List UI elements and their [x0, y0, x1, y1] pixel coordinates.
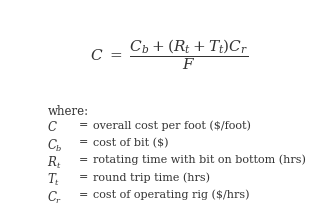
Text: overall cost per foot ($/foot): overall cost per foot ($/foot) [93, 120, 251, 131]
Text: $C$: $C$ [47, 120, 58, 134]
Text: rotating time with bit on bottom (hrs): rotating time with bit on bottom (hrs) [93, 155, 306, 166]
Text: $R_t$: $R_t$ [47, 155, 62, 171]
Text: =: = [78, 120, 88, 130]
Text: cost of bit ($): cost of bit ($) [93, 138, 169, 148]
Text: =: = [78, 190, 88, 200]
Text: =: = [78, 172, 88, 182]
Text: $C_b$: $C_b$ [47, 138, 63, 154]
Text: $C \ = \ \dfrac{C_b + (R_t + T_t)C_r}{F}$: $C \ = \ \dfrac{C_b + (R_t + T_t)C_r}{F}… [90, 37, 248, 72]
Text: $T_t$: $T_t$ [47, 172, 60, 188]
Text: $C_r$: $C_r$ [47, 190, 63, 206]
Text: round trip time (hrs): round trip time (hrs) [93, 172, 210, 183]
Text: =: = [78, 155, 88, 165]
Text: =: = [78, 138, 88, 147]
Text: where:: where: [47, 105, 89, 118]
Text: cost of operating rig ($/hrs): cost of operating rig ($/hrs) [93, 190, 250, 200]
